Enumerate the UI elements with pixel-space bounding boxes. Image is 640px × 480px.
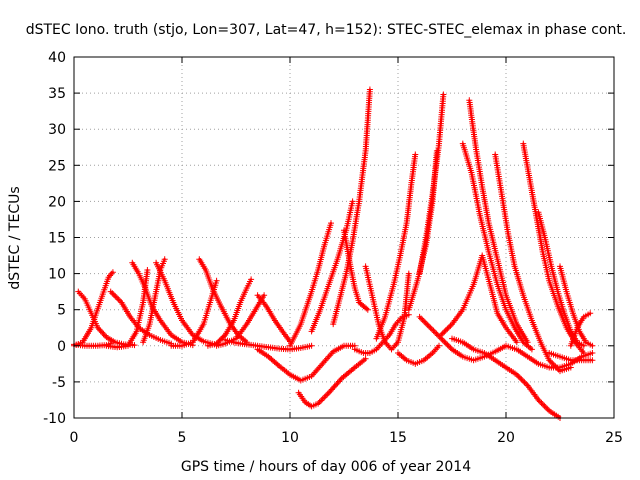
series-line bbox=[468, 99, 529, 344]
data-point bbox=[405, 270, 412, 277]
y-tick-label: 15 bbox=[48, 231, 66, 247]
data-series bbox=[395, 342, 442, 367]
data-point bbox=[513, 339, 520, 346]
data-series bbox=[168, 277, 220, 349]
data-point bbox=[131, 342, 138, 349]
x-tick-label: 0 bbox=[70, 430, 79, 446]
data-series bbox=[459, 140, 535, 353]
data-series bbox=[373, 151, 419, 342]
chart-title: dSTEC Iono. truth (stjo, Lon=307, Lat=47… bbox=[26, 22, 627, 38]
y-tick-label: 10 bbox=[48, 267, 66, 283]
data-point bbox=[248, 276, 255, 283]
series-line bbox=[155, 261, 216, 346]
data-series bbox=[254, 292, 293, 345]
data-point bbox=[328, 220, 334, 227]
data-point bbox=[349, 198, 356, 205]
data-point bbox=[364, 306, 371, 313]
data-point bbox=[580, 342, 587, 349]
data-point bbox=[308, 342, 315, 349]
data-series bbox=[546, 350, 596, 364]
x-tick-label: 10 bbox=[281, 430, 299, 446]
plot-area bbox=[71, 86, 596, 421]
data-series bbox=[213, 292, 268, 349]
data-point bbox=[213, 277, 220, 284]
data-series bbox=[567, 310, 594, 349]
data-series bbox=[330, 86, 373, 328]
data-series bbox=[107, 288, 175, 347]
data-point bbox=[412, 151, 419, 158]
x-axis-label: GPS time / hours of day 006 of year 2014 bbox=[181, 459, 471, 475]
y-tick-label: 40 bbox=[48, 50, 66, 66]
data-point bbox=[161, 256, 168, 263]
data-series bbox=[535, 209, 587, 349]
data-point bbox=[220, 333, 227, 340]
data-point bbox=[109, 269, 116, 276]
data-series bbox=[308, 198, 356, 335]
data-series bbox=[492, 151, 574, 375]
data-series bbox=[222, 337, 315, 353]
series-line bbox=[494, 153, 572, 373]
axis-ticks: 0 5 10 15 20 25 -10 -5 0 5 10 15 20 25 30 35 40 bbox=[43, 50, 623, 446]
data-series bbox=[254, 342, 358, 384]
data-point bbox=[589, 350, 596, 356]
data-series bbox=[196, 256, 250, 346]
data-point bbox=[261, 292, 268, 299]
data-point bbox=[362, 355, 369, 362]
data-point bbox=[144, 267, 151, 273]
y-tick-label: -5 bbox=[52, 375, 66, 391]
data-series bbox=[520, 140, 587, 356]
series-line bbox=[256, 344, 356, 382]
y-tick-label: 25 bbox=[48, 158, 66, 174]
data-series bbox=[557, 263, 596, 349]
x-tick-label: 25 bbox=[605, 430, 623, 446]
x-tick-label: 5 bbox=[178, 430, 187, 446]
data-series bbox=[287, 220, 334, 349]
data-series bbox=[341, 227, 371, 313]
y-tick-label: 35 bbox=[48, 86, 66, 102]
data-point bbox=[589, 342, 596, 349]
x-tick-label: 15 bbox=[389, 430, 407, 446]
data-point bbox=[589, 357, 596, 364]
data-point bbox=[528, 346, 535, 353]
data-point bbox=[366, 86, 373, 93]
data-series bbox=[295, 355, 369, 410]
data-series bbox=[416, 91, 447, 277]
data-series bbox=[449, 335, 563, 421]
x-tick-label: 20 bbox=[497, 430, 515, 446]
y-tick-label: -10 bbox=[43, 411, 66, 427]
data-series bbox=[75, 288, 138, 349]
data-point bbox=[217, 336, 224, 343]
data-point bbox=[436, 342, 442, 349]
data-point bbox=[587, 310, 594, 317]
grid bbox=[74, 57, 614, 418]
y-tick-label: 20 bbox=[48, 194, 66, 210]
data-series bbox=[153, 259, 218, 348]
data-series bbox=[466, 97, 531, 346]
data-point bbox=[440, 91, 447, 98]
data-series bbox=[503, 342, 596, 371]
y-tick-label: 30 bbox=[48, 122, 66, 138]
data-series bbox=[438, 252, 520, 346]
y-tick-label: 0 bbox=[57, 339, 66, 355]
y-tick-label: 5 bbox=[57, 303, 66, 319]
y-axis-label: dSTEC / TECUs bbox=[7, 186, 23, 289]
